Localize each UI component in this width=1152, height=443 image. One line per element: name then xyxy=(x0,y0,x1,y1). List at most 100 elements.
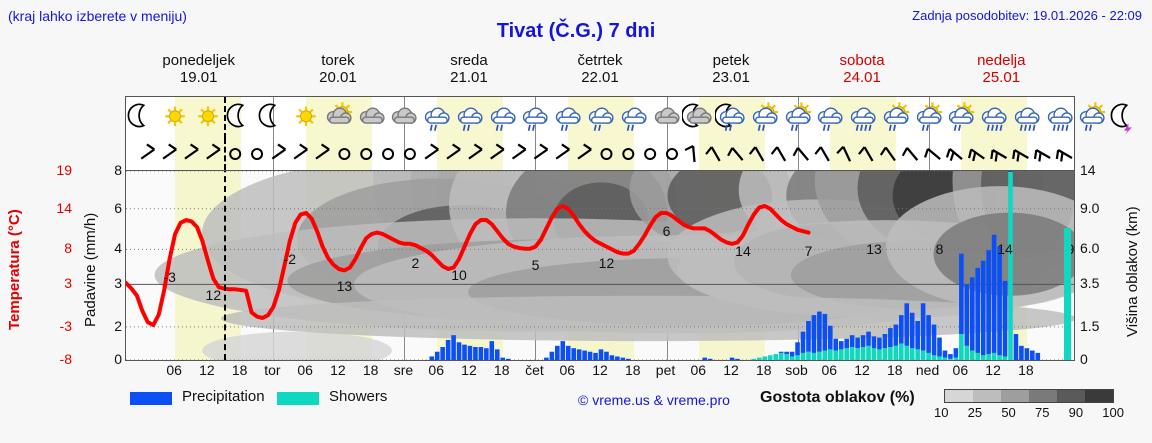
time-tick: 12 xyxy=(723,362,739,378)
cloud-density-scale-labels: 10 25 50 75 90 100 xyxy=(934,405,1124,420)
current-time-marker xyxy=(224,171,227,360)
cloud-density-color-step xyxy=(1085,390,1113,402)
time-tick: 12 xyxy=(330,362,346,378)
time-tick: tor xyxy=(264,362,281,378)
day-header-nedelja: nedelja 25.01 xyxy=(928,52,1075,87)
copyright-label: © vreme.us & vreme.pro xyxy=(578,392,730,408)
day-name: sobota xyxy=(839,52,885,69)
day-separator xyxy=(928,138,930,170)
day-header-ponedeljek: ponedeljek 19.01 xyxy=(125,52,272,87)
temperature-point-label: 6 xyxy=(662,223,671,239)
temperature-tick: -3 xyxy=(59,317,72,334)
temperature-point-label: 13 xyxy=(336,278,353,295)
cloud-density-scale-label: 50 xyxy=(1001,405,1016,420)
moon-icon xyxy=(125,99,159,137)
sun-cloud-icon xyxy=(322,99,356,137)
time-tick: 18 xyxy=(887,362,903,378)
sun-cloud-rain-icon xyxy=(944,99,978,137)
last-updated-label: Zadnja posodobitev: 19.01.2026 - 22:09 xyxy=(912,8,1142,23)
cloud-icon xyxy=(355,99,389,137)
time-tick: 06 xyxy=(952,362,969,378)
sun-cloud-rain-icon xyxy=(912,99,946,137)
cloud-icon xyxy=(650,99,684,137)
time-tick: 12 xyxy=(985,362,1001,378)
precipitation-tick: 4 xyxy=(114,240,122,257)
day-separator xyxy=(273,97,275,138)
cloud-density-scale-label: 75 xyxy=(1034,405,1050,420)
cloud-density-color-step xyxy=(1057,390,1085,402)
cloud-rain-heavy-icon xyxy=(977,99,1011,137)
time-tick: 06 xyxy=(690,362,707,378)
precipitation-bars xyxy=(429,171,1041,360)
sun-cloud-rain-icon xyxy=(748,99,782,137)
day-name: četrtek xyxy=(577,52,623,69)
day-name: ponedeljek xyxy=(162,52,235,69)
precipitation-tick: 2 xyxy=(114,317,122,334)
day-date: 21.01 xyxy=(450,69,488,87)
temperature-point-label: 5 xyxy=(531,256,540,273)
day-separator xyxy=(273,138,275,170)
temperature-curve xyxy=(126,204,811,327)
day-date: 25.01 xyxy=(982,69,1021,87)
time-tick: 06 xyxy=(166,362,182,378)
cloud-density-colorbar xyxy=(944,389,1114,403)
precipitation-tick: 8 xyxy=(114,162,122,178)
day-date: 24.01 xyxy=(843,69,881,87)
day-separator xyxy=(797,138,799,170)
temperature-point-label: -3 xyxy=(163,268,176,285)
temperature-point-label: 14 xyxy=(735,243,751,260)
temperature-point-label: 8 xyxy=(935,240,944,257)
daylight-band xyxy=(961,138,1027,170)
sun-icon xyxy=(191,99,225,137)
time-tick: 18 xyxy=(493,362,510,378)
day-date: 23.01 xyxy=(712,69,750,87)
temperature-point-label: 10 xyxy=(451,267,467,284)
forecast-chart: -312-2132105126147138149 xyxy=(125,170,1075,361)
time-tick: 06 xyxy=(297,362,313,378)
cloud-density-color-step xyxy=(945,390,973,402)
cloud-height-tick: 14 xyxy=(1080,162,1096,178)
time-tick: 18 xyxy=(755,362,772,378)
current-time-marker-icons xyxy=(224,97,227,139)
sun-cloud-rain-icon xyxy=(1075,99,1109,137)
cloud-rain-heavy-icon xyxy=(1043,99,1077,137)
moon-cloud-icon xyxy=(681,99,716,137)
cloud-rain-icon xyxy=(584,99,618,137)
time-tick: pet xyxy=(655,362,676,378)
day-name: nedelja xyxy=(977,52,1026,69)
time-tick: 06 xyxy=(428,362,444,378)
daylight-band xyxy=(830,138,896,170)
day-name: sreda xyxy=(450,52,488,69)
temperature-point-label: 13 xyxy=(866,240,882,257)
day-header-petek: petek 23.01 xyxy=(666,52,797,87)
temperature-tick: -8 xyxy=(59,351,72,367)
temperature-axis-title: Temperatura (°C) xyxy=(6,209,23,331)
precipitation-tick: 0 xyxy=(114,351,122,367)
time-tick: 06 xyxy=(821,362,838,378)
day-name: petek xyxy=(712,52,750,69)
day-header-torek: torek 20.01 xyxy=(272,52,403,87)
temperature-point-label: 14 xyxy=(997,240,1013,257)
cloud-density-color-step xyxy=(973,390,1001,402)
moon-thunder-icon xyxy=(1108,99,1142,137)
day-date: 22.01 xyxy=(581,69,619,87)
time-tick: 18 xyxy=(624,362,641,378)
cloud-height-axis-title: Višina oblakov (km) xyxy=(1124,206,1141,338)
precipitation-tick: 3 xyxy=(114,275,122,292)
sun-icon xyxy=(289,99,323,137)
moon-icon xyxy=(224,99,258,137)
cloud-rain-icon xyxy=(617,99,651,137)
day-header-sobota: sobota 24.01 xyxy=(797,52,928,87)
temperature-tick: 3 xyxy=(64,275,72,292)
moon-icon xyxy=(256,99,290,137)
precipitation-legend-label: Precipitation xyxy=(182,388,265,405)
cloud-density-legend-title: Gostota oblakov (%) xyxy=(760,389,915,406)
cloud-height-tick: 1.5 xyxy=(1080,317,1100,334)
cloud-height-tick: 3.5 xyxy=(1080,275,1100,292)
time-tick: ned xyxy=(915,362,940,378)
temperature-point-label: 7 xyxy=(804,242,813,259)
sun-icon xyxy=(158,99,192,137)
day-date: 20.01 xyxy=(319,69,357,87)
time-tick: 12 xyxy=(461,362,477,378)
day-header-sreda: sreda 21.01 xyxy=(403,52,534,87)
